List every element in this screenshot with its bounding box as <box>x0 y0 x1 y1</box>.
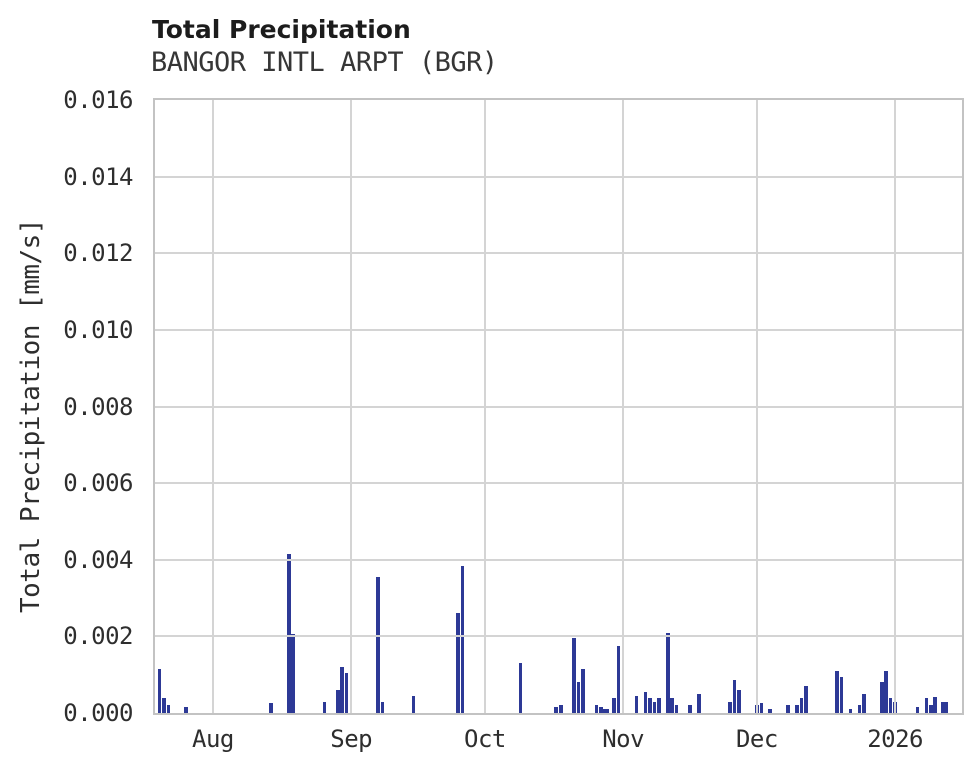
precipitation-bar <box>933 696 938 713</box>
precipitation-bar <box>554 707 559 713</box>
precipitation-bar <box>376 577 380 713</box>
precipitation-bar <box>599 707 603 713</box>
precipitation-bar <box>835 670 839 713</box>
precipitation-bar <box>572 638 576 713</box>
precipitation-bar <box>612 697 616 713</box>
precipitation-bar <box>888 697 893 713</box>
precipitation-bar <box>336 690 340 713</box>
precipitation-bar <box>839 676 844 713</box>
chart-subtitle: BANGOR INTL ARPT (BGR) <box>151 47 498 78</box>
precipitation-bar <box>688 705 692 713</box>
precipitation-bar <box>768 709 773 713</box>
precipitation-bar <box>795 705 799 713</box>
precipitation-bar <box>648 697 652 713</box>
x-tick-label: Nov <box>602 725 645 753</box>
precipitation-bar <box>411 695 416 713</box>
y-axis-label: Total Precipitation [mm/s] <box>16 219 46 613</box>
y-tick-label: 0.002 <box>63 622 133 651</box>
y-tick-label: 0.012 <box>63 239 133 268</box>
precipitation-bar <box>576 682 581 713</box>
x-gridline <box>350 100 353 713</box>
x-gridline <box>211 100 214 713</box>
precipitation-bar <box>728 701 732 713</box>
precipitation-bar <box>643 691 648 713</box>
precipitation-bar <box>786 705 790 713</box>
x-tick-label: Oct <box>463 725 506 753</box>
precipitation-bar <box>291 634 295 713</box>
plot-area <box>153 98 964 715</box>
precipitation-bar <box>732 680 737 713</box>
precipitation-bar <box>804 686 808 713</box>
precipitation-bar <box>340 667 345 713</box>
precipitation-bar <box>157 668 162 713</box>
y-gridline <box>155 558 962 561</box>
precipitation-bar <box>915 707 920 713</box>
precipitation-bar <box>657 697 661 713</box>
precipitation-bar <box>884 670 888 713</box>
precipitation-bar <box>322 701 327 713</box>
precipitation-bar <box>879 682 884 713</box>
precipitation-bar <box>344 672 349 713</box>
precipitation-bar <box>380 701 385 713</box>
precipitation-bar <box>558 705 563 713</box>
x-tick-label: Dec <box>735 725 778 753</box>
precipitation-bar <box>518 663 523 713</box>
precipitation-bar <box>674 705 679 713</box>
y-tick-label: 0.016 <box>63 86 133 114</box>
precipitation-bar <box>857 705 862 713</box>
y-gridline <box>155 175 962 178</box>
precipitation-bar <box>269 703 273 713</box>
precipitation-bar <box>799 697 804 713</box>
x-gridline <box>483 100 486 713</box>
y-gridline <box>155 482 962 485</box>
precipitation-bar <box>652 701 657 713</box>
x-gridline <box>622 100 625 713</box>
precipitation-bar <box>456 613 460 713</box>
x-gridline <box>894 100 897 713</box>
precipitation-bar <box>601 709 609 713</box>
precipitation-bar <box>665 632 670 713</box>
precipitation-bar <box>929 705 933 713</box>
y-gridline <box>155 635 962 638</box>
precipitation-bar <box>162 697 166 713</box>
x-tick-label: Aug <box>192 725 234 753</box>
y-tick-label: 0.010 <box>63 315 133 344</box>
x-tick-label: Sep <box>330 725 373 753</box>
precipitation-bar <box>862 693 866 713</box>
precipitation-bar <box>924 697 929 713</box>
y-gridline <box>155 252 962 255</box>
precipitation-bar <box>460 565 465 713</box>
y-gridline <box>155 405 962 408</box>
x-tick-label: 2026 <box>867 725 924 753</box>
x-gridline <box>755 100 758 713</box>
y-tick-label: 0.008 <box>63 392 133 421</box>
precipitation-bar <box>184 707 188 713</box>
precipitation-bar <box>581 668 585 713</box>
y-gridline <box>155 328 962 331</box>
y-tick-label: 0.000 <box>63 699 133 727</box>
precipitation-bar <box>759 703 764 713</box>
y-tick-label: 0.014 <box>63 162 133 191</box>
precipitation-bar <box>166 705 171 713</box>
precipitation-bar <box>848 709 853 713</box>
chart-title: Total Precipitation <box>152 15 411 44</box>
precipitation-bar <box>670 697 674 713</box>
precipitation-bar <box>634 695 639 713</box>
precipitation-bar <box>616 645 621 713</box>
precipitation-bar <box>286 554 291 713</box>
precipitation-bar <box>594 705 599 713</box>
precipitation-bar <box>697 693 701 713</box>
precipitation-bar <box>940 701 948 713</box>
y-tick-label: 0.004 <box>63 545 133 574</box>
y-tick-label: 0.006 <box>63 469 133 498</box>
precipitation-bar <box>737 690 741 713</box>
